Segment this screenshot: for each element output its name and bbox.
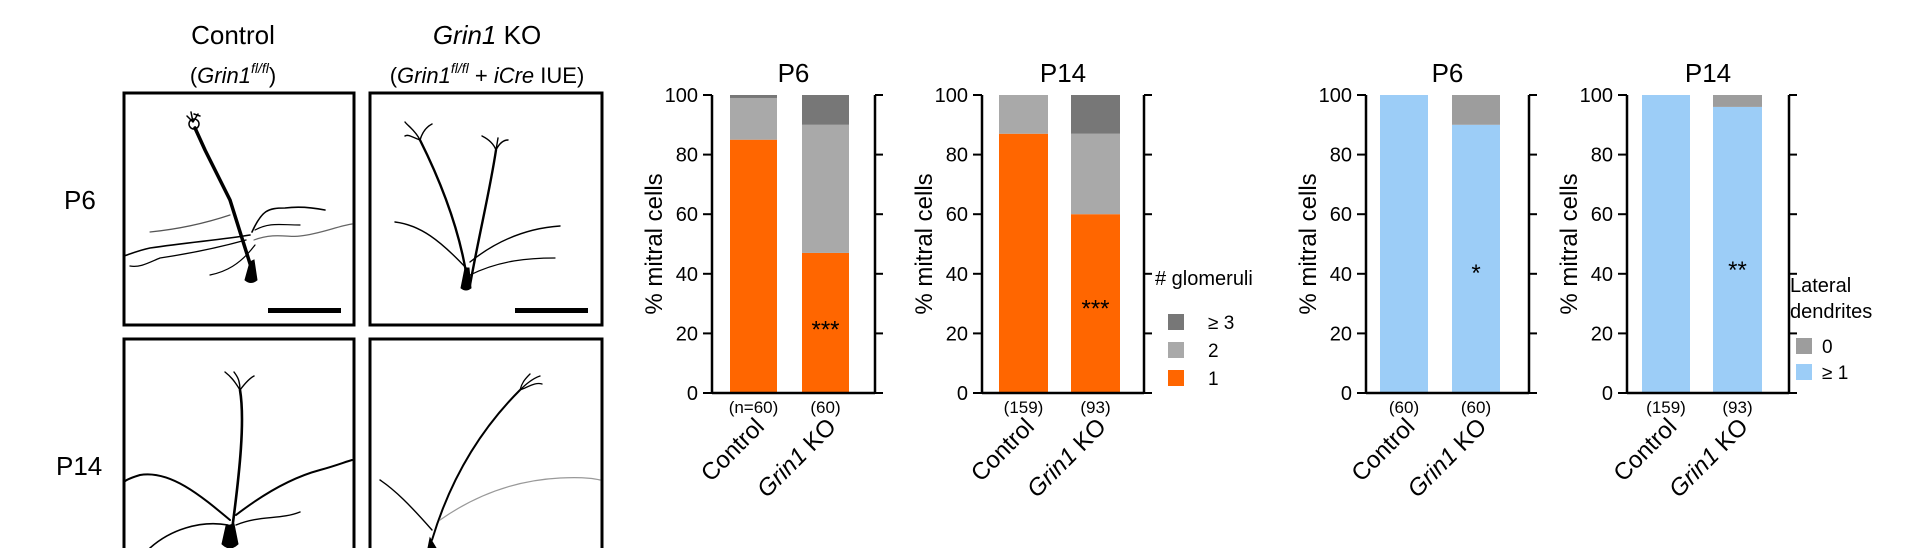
row-label-p6: P6 <box>64 185 96 215</box>
bar-segment-1-1 <box>1642 95 1690 393</box>
chart-title: P14 <box>1040 58 1086 88</box>
bar-segment-2-1 <box>1071 214 1120 393</box>
n-label: (60) <box>1461 398 1491 417</box>
bar-segment-1-3 <box>730 95 777 98</box>
y-axis-label: % mitral cells <box>911 173 938 314</box>
legend-glomeruli-title: # glomeruli <box>1155 268 1253 290</box>
control-column-title: Control <box>191 20 275 50</box>
y-axis-label: % mitral cells <box>641 173 668 314</box>
y-tick-label: 40 <box>1330 264 1352 286</box>
legend-swatch <box>1168 342 1184 358</box>
significance-marker: *** <box>811 316 839 343</box>
legend-dendrites-title-line1: Lateral <box>1790 275 1851 297</box>
legend-label: 0 <box>1822 337 1833 358</box>
neuron-image-control-p14 <box>123 371 353 548</box>
y-axis-label: % mitral cells <box>1295 173 1322 314</box>
legend-dendrites: Lateral dendrites 0 ≥ 1 <box>1790 275 1872 384</box>
y-tick-label: 100 <box>1319 85 1352 107</box>
legend-swatch <box>1796 338 1812 354</box>
y-tick-label: 60 <box>946 204 968 226</box>
neuron-image-ko-p14 <box>379 373 601 548</box>
bar-segment-2-1 <box>802 252 849 393</box>
y-tick-label: 100 <box>935 85 968 107</box>
bar-segment-2-1 <box>1713 106 1762 394</box>
image-frame-ko-p14 <box>368 337 604 548</box>
chart-title: P14 <box>1685 58 1731 88</box>
y-tick-label: 40 <box>676 264 698 286</box>
y-tick-label: 80 <box>676 145 698 167</box>
bar-segment-2-3 <box>1071 95 1120 134</box>
neuron-image-ko-p6 <box>394 121 588 313</box>
neuron-panel: Control (Grin1fl/fl) Grin1 KO (Grin1fl/f… <box>56 20 604 548</box>
y-tick-label: 80 <box>946 145 968 167</box>
chart-title: P6 <box>1432 58 1464 88</box>
bar-segment-1-1 <box>730 139 777 393</box>
category-label: Grin1 KO <box>1402 413 1492 503</box>
y-tick-label: 40 <box>1591 264 1613 286</box>
y-tick-label: 0 <box>687 383 698 405</box>
y-tick-label: 0 <box>1341 383 1352 405</box>
n-label: (60) <box>810 398 840 417</box>
y-tick-label: 20 <box>1591 323 1613 345</box>
bar-segment-1-2 <box>999 95 1048 134</box>
y-tick-label: 60 <box>676 204 698 226</box>
y-tick-label: 80 <box>1330 145 1352 167</box>
bar-segment-2-2 <box>1452 95 1500 125</box>
bar-segment-2-2 <box>1071 133 1120 215</box>
legend-glomeruli: # glomeruli ≥ 3 2 1 <box>1155 268 1253 390</box>
legend-dendrites-title-line2: dendrites <box>1790 301 1872 323</box>
n-label: (93) <box>1080 398 1110 417</box>
n-label: (159) <box>1646 398 1686 417</box>
category-label: Grin1 KO <box>1664 413 1754 503</box>
bar-segment-1-1 <box>999 133 1048 394</box>
ko-genotype-label: (Grin1fl/fl + iCre IUE) <box>390 60 585 88</box>
y-tick-label: 0 <box>957 383 968 405</box>
legend-label: ≥ 3 <box>1208 313 1234 334</box>
y-axis-label: % mitral cells <box>1556 173 1583 314</box>
y-tick-label: 100 <box>1580 85 1613 107</box>
bar-segment-2-2 <box>802 124 849 253</box>
legend-label: 1 <box>1208 369 1219 390</box>
ko-column-title: Grin1 KO <box>433 20 541 50</box>
row-label-p14: P14 <box>56 451 102 481</box>
neuron-image-control-p6 <box>123 111 353 313</box>
legend-label: ≥ 1 <box>1822 363 1848 384</box>
significance-marker: ** <box>1728 257 1747 284</box>
y-tick-label: 80 <box>1591 145 1613 167</box>
bar-segment-1-2 <box>730 97 777 140</box>
legend-swatch <box>1168 314 1184 330</box>
bar-segment-2-2 <box>1713 95 1762 107</box>
n-label: (93) <box>1722 398 1752 417</box>
y-tick-label: 100 <box>665 85 698 107</box>
y-tick-label: 0 <box>1602 383 1613 405</box>
significance-marker: * <box>1471 260 1480 287</box>
y-tick-label: 20 <box>946 323 968 345</box>
legend-swatch <box>1796 364 1812 380</box>
bar-segment-2-1 <box>1452 124 1500 394</box>
n-label: (60) <box>1389 398 1419 417</box>
y-tick-label: 60 <box>1330 204 1352 226</box>
significance-marker: *** <box>1081 296 1109 323</box>
y-tick-label: 60 <box>1591 204 1613 226</box>
category-label: Grin1 KO <box>1022 413 1112 503</box>
n-label: (159) <box>1004 398 1044 417</box>
control-genotype-label: (Grin1fl/fl) <box>190 60 276 88</box>
bar-segment-2-3 <box>802 95 849 125</box>
y-tick-label: 40 <box>946 264 968 286</box>
y-tick-label: 20 <box>1330 323 1352 345</box>
y-tick-label: 20 <box>676 323 698 345</box>
legend-label: 2 <box>1208 341 1219 362</box>
bar-segment-1-1 <box>1380 95 1428 393</box>
category-label: Grin1 KO <box>752 413 842 503</box>
chart-title: P6 <box>778 58 810 88</box>
legend-swatch <box>1168 370 1184 386</box>
n-label: (n=60) <box>729 398 779 417</box>
image-frame-control-p14 <box>122 337 356 548</box>
